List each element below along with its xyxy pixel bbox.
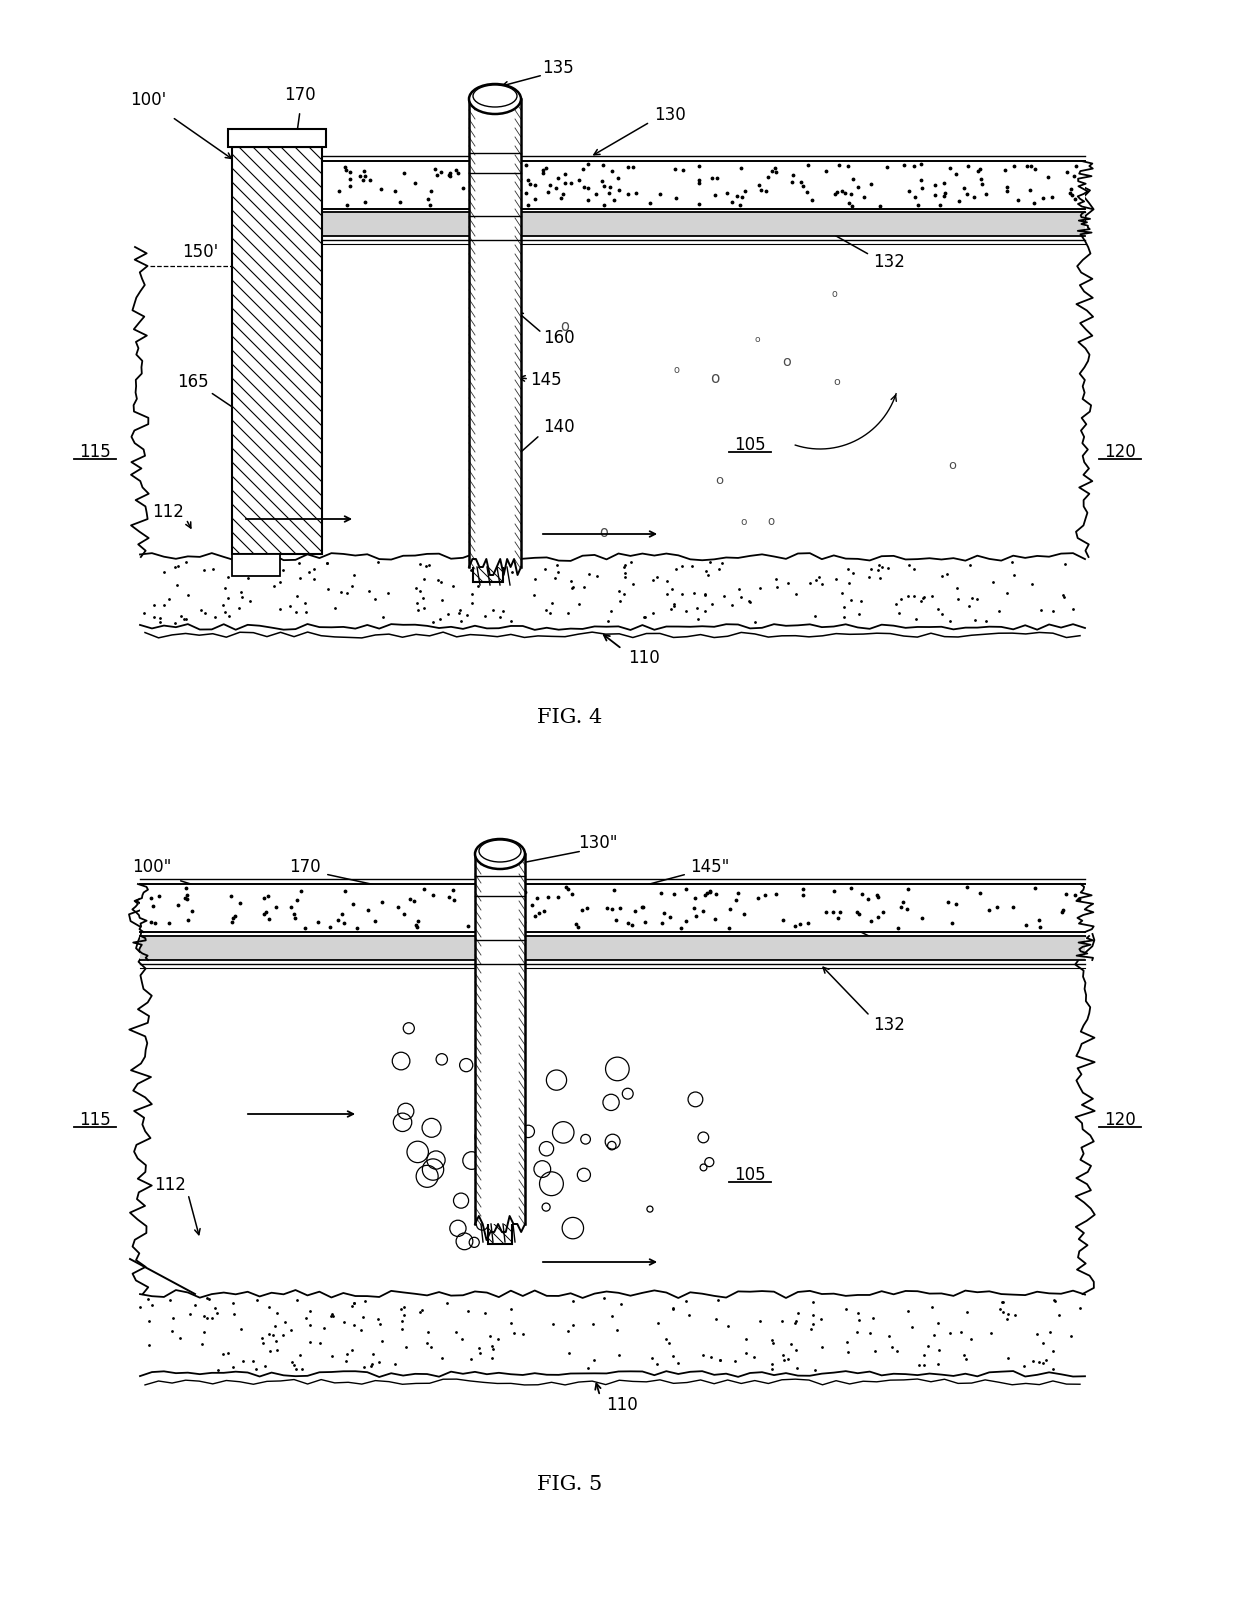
Bar [228, 130, 326, 148]
Bar [469, 100, 521, 567]
Text: 132: 132 [873, 1016, 905, 1033]
Bar [232, 554, 280, 577]
Text: 145": 145" [689, 858, 729, 876]
Text: ο: ο [715, 474, 724, 487]
Text: 112: 112 [154, 1175, 186, 1194]
Bar [322, 212, 1085, 236]
Bar [140, 884, 1085, 932]
Text: 165: 165 [177, 373, 208, 391]
Ellipse shape [479, 840, 521, 863]
Text: 130": 130" [578, 834, 618, 852]
Bar [130, 558, 1095, 628]
Text: ο: ο [949, 460, 957, 472]
Text: FIG. 5: FIG. 5 [537, 1475, 603, 1493]
Ellipse shape [472, 85, 517, 108]
Text: 114: 114 [875, 937, 906, 956]
Bar [472, 145, 503, 583]
Text: 132: 132 [873, 252, 905, 272]
Text: 120: 120 [1104, 442, 1136, 461]
Bar [322, 162, 1085, 211]
Text: ο: ο [768, 514, 774, 527]
Text: 100': 100' [130, 92, 166, 109]
Text: ο: ο [831, 288, 837, 299]
Bar [232, 148, 322, 554]
Ellipse shape [475, 839, 525, 869]
Text: ο: ο [600, 525, 609, 540]
Text: ο: ο [709, 370, 719, 386]
Text: 100": 100" [133, 858, 171, 876]
Text: 130: 130 [655, 106, 686, 124]
Text: 115: 115 [79, 442, 110, 461]
Text: ο: ο [560, 320, 569, 334]
Ellipse shape [469, 85, 521, 116]
Text: 112: 112 [153, 503, 184, 521]
Text: ο: ο [782, 354, 791, 368]
Text: 170: 170 [284, 85, 316, 104]
Text: 105: 105 [734, 1165, 766, 1183]
Bar [475, 855, 525, 1225]
Bar [130, 1294, 1095, 1374]
Text: ο: ο [673, 365, 680, 374]
Text: 115: 115 [79, 1110, 110, 1128]
Text: 110: 110 [606, 1395, 637, 1413]
Text: 135: 135 [542, 59, 574, 77]
Text: ο: ο [740, 517, 746, 527]
Text: FIG. 4: FIG. 4 [537, 709, 603, 726]
Text: 114: 114 [875, 183, 906, 201]
Text: 105: 105 [734, 435, 766, 453]
Text: ο: ο [755, 334, 760, 344]
Text: 145: 145 [529, 371, 562, 389]
Text: 140: 140 [543, 418, 574, 435]
Bar [140, 937, 1085, 961]
Text: 150': 150' [182, 243, 218, 260]
Text: 160: 160 [543, 329, 574, 347]
Bar [489, 866, 512, 1244]
Text: ο: ο [833, 376, 841, 386]
Text: 110: 110 [627, 649, 660, 667]
Text: 120: 120 [1104, 1110, 1136, 1128]
Text: 170: 170 [289, 858, 321, 876]
